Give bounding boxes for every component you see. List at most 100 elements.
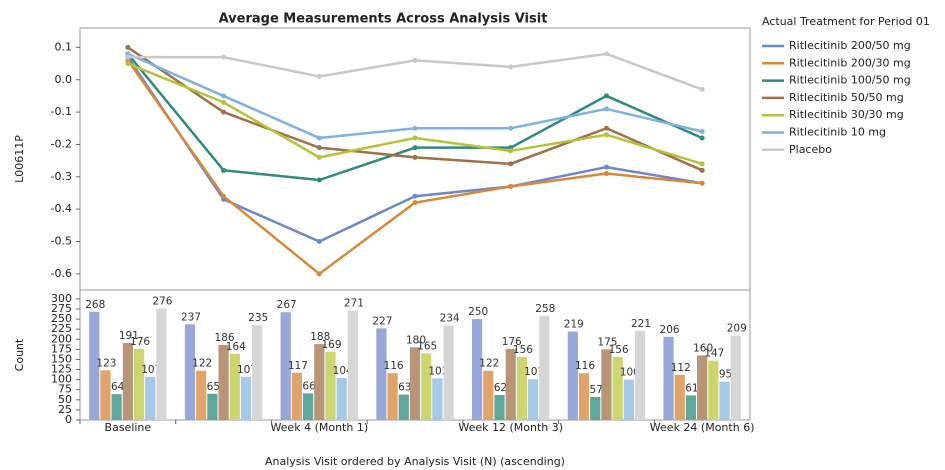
point — [508, 148, 514, 154]
bar-label: 156 — [609, 344, 629, 356]
y-tick-label: 275 — [51, 302, 72, 315]
point — [221, 54, 227, 60]
bar-label: 227 — [372, 315, 392, 327]
y-tick-label: 225 — [51, 322, 72, 335]
point — [508, 64, 514, 70]
bar-label: 206 — [660, 324, 680, 336]
point — [603, 171, 609, 177]
y-tick-label: -0.4 — [51, 202, 72, 215]
bar — [89, 311, 100, 420]
bar — [336, 378, 347, 420]
point — [412, 125, 418, 131]
legend-label: Ritlecitinib 50/50 mg — [789, 91, 904, 104]
bar — [443, 325, 454, 420]
bar — [240, 376, 252, 420]
bar — [528, 379, 539, 420]
y-tick-label: 100 — [51, 373, 72, 386]
bar — [302, 393, 314, 420]
legend-title: Actual Treatment for Period 01 — [762, 15, 930, 28]
y-tick-label: -0.5 — [51, 234, 72, 247]
bar-label: 65 — [207, 381, 220, 393]
bar — [376, 328, 387, 420]
x-tick-label: Week 4 (Month 1) — [270, 421, 368, 434]
point — [221, 99, 227, 105]
bar-label: 169 — [321, 339, 341, 351]
bar-label: 61 — [685, 382, 698, 394]
bar-label: 176 — [502, 336, 522, 348]
bar-label: 107 — [141, 364, 161, 376]
point — [412, 135, 418, 141]
bar — [145, 376, 156, 420]
bar-label: 112 — [671, 362, 691, 374]
point — [125, 61, 131, 67]
legend-label: Ritlecitinib 100/50 mg — [789, 74, 911, 87]
bar-label: 64 — [111, 381, 125, 393]
y-tick-label: -0.1 — [51, 105, 72, 118]
bar — [634, 330, 646, 420]
bar-label: 147 — [704, 348, 724, 360]
x-axis-title: Analysis Visit ordered by Analysis Visit… — [265, 455, 565, 468]
point — [412, 154, 418, 160]
point — [603, 125, 609, 131]
point — [412, 145, 418, 151]
bar-label: 63 — [398, 382, 411, 394]
bar-label: 156 — [513, 344, 533, 356]
point — [699, 86, 705, 92]
y-tick-label: 0.1 — [55, 40, 73, 53]
point — [699, 180, 705, 186]
bar — [612, 357, 623, 420]
point — [316, 271, 322, 277]
y-tick-label: 175 — [51, 342, 72, 355]
x-tick-label: Week 24 (Month 6) — [650, 421, 755, 434]
bar-label: 100 — [620, 367, 640, 379]
bar-label: 258 — [535, 303, 555, 315]
bar-label: 165 — [417, 340, 437, 352]
bar — [387, 373, 398, 420]
bar — [291, 372, 302, 420]
bar-label: 250 — [468, 306, 488, 318]
point — [699, 129, 705, 135]
bar — [697, 355, 708, 420]
point — [316, 145, 322, 151]
bar — [623, 379, 634, 420]
bar — [505, 348, 516, 420]
legend-label: Placebo — [789, 143, 832, 156]
bar — [685, 395, 697, 420]
line — [127, 46, 703, 172]
bar — [483, 370, 494, 420]
bar — [196, 370, 207, 420]
point — [508, 161, 514, 167]
bar-label: 221 — [631, 318, 651, 330]
bar-label: 237 — [181, 311, 201, 323]
y-tick-label: 200 — [51, 332, 72, 345]
bar — [229, 353, 240, 420]
bar-label: 164 — [226, 341, 246, 353]
y-tick-label: 150 — [51, 352, 72, 365]
y-tick-label: -0.6 — [51, 267, 72, 280]
point — [221, 109, 227, 115]
bar — [133, 348, 145, 420]
x-tick-label: Baseline — [105, 421, 152, 434]
bar-label: 176 — [130, 336, 150, 348]
bar-label: 103 — [428, 365, 448, 377]
bar — [516, 357, 528, 420]
bar — [122, 342, 133, 420]
y-tick-label: 300 — [51, 292, 72, 305]
bar — [280, 312, 291, 420]
bar — [708, 360, 719, 420]
line — [127, 52, 703, 140]
bar-label: 123 — [96, 357, 116, 369]
bar — [207, 393, 218, 420]
point — [603, 51, 609, 57]
bar — [111, 394, 122, 420]
point — [508, 183, 514, 189]
point — [221, 93, 227, 99]
bar — [590, 396, 601, 420]
bar — [325, 351, 336, 420]
bar — [409, 347, 421, 420]
point — [603, 93, 609, 99]
bar-label: 116 — [575, 360, 595, 372]
legend-label: Ritlecitinib 200/50 mg — [789, 39, 911, 52]
y-tick-label: 50 — [58, 393, 72, 406]
legend-label: Ritlecitinib 200/30 mg — [789, 56, 911, 69]
